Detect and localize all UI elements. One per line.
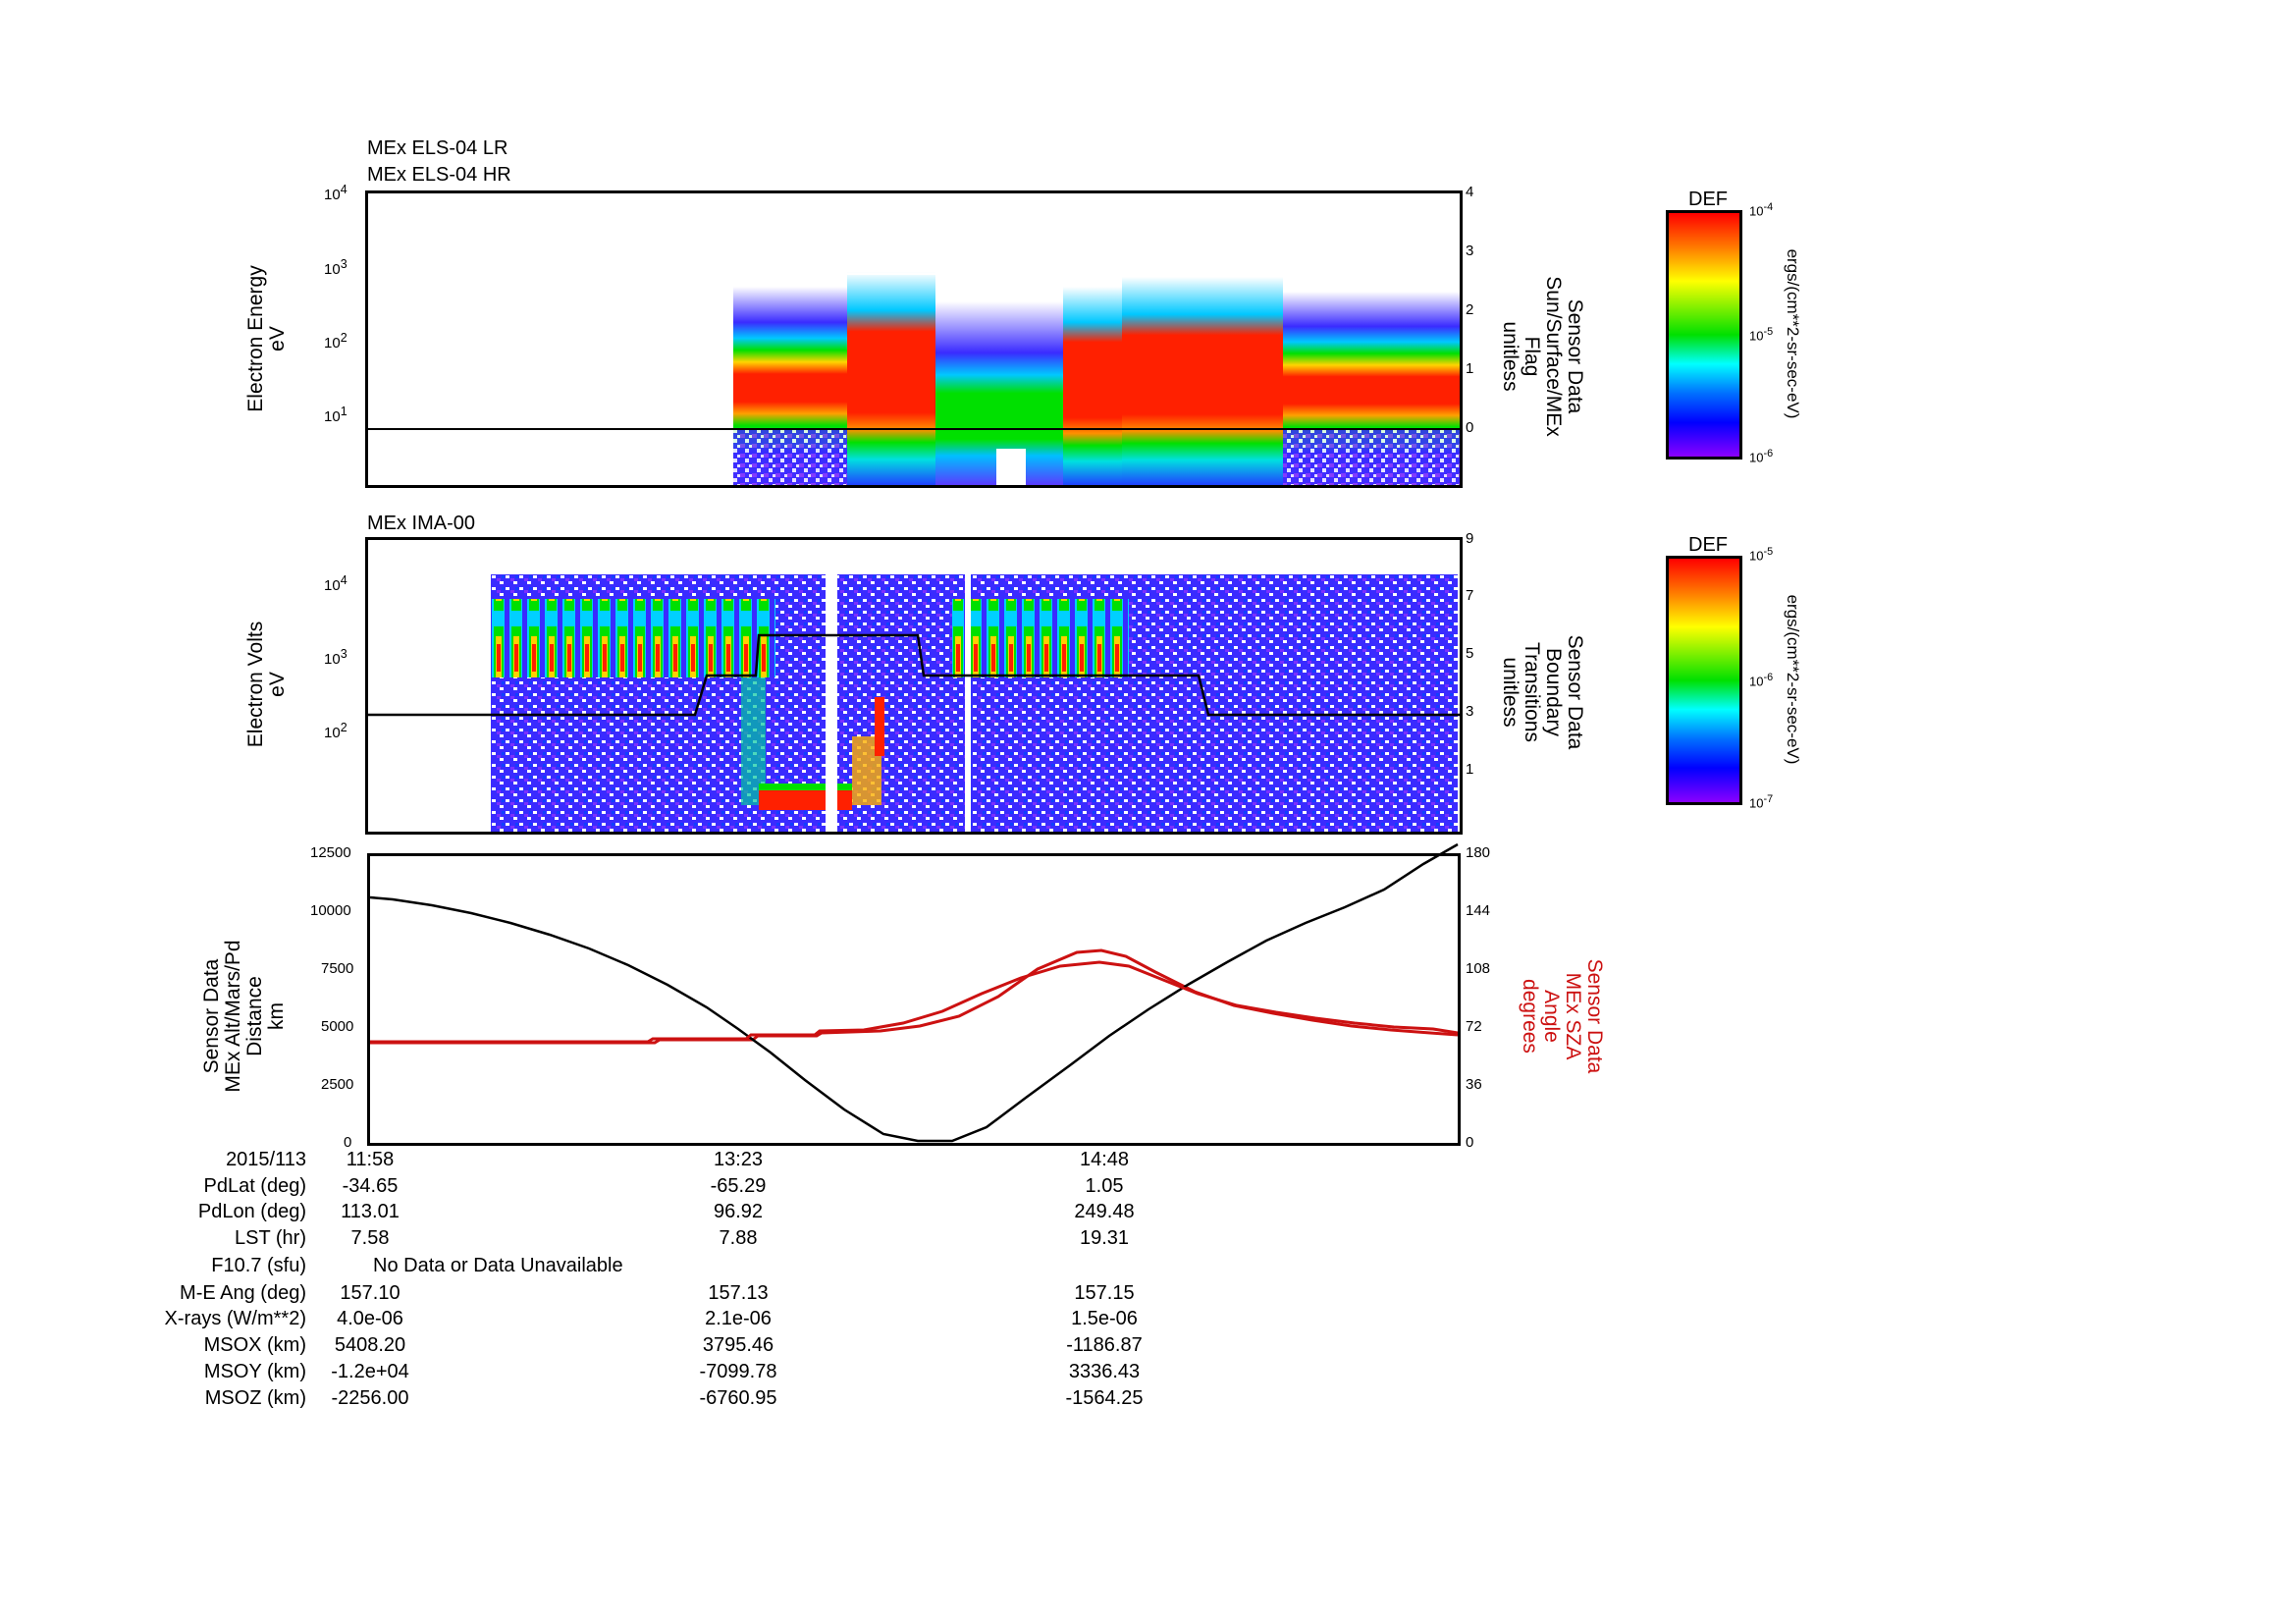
table-label: MSOX (km) bbox=[203, 1334, 306, 1356]
top-ytick-1e2: 102 bbox=[324, 331, 347, 352]
mid-y2tick: 3 bbox=[1466, 703, 1474, 720]
table-label: 2015/113 bbox=[226, 1149, 306, 1170]
table-cell: 1.5e-06 bbox=[1071, 1308, 1138, 1329]
table-label: PdLon (deg) bbox=[197, 1201, 306, 1222]
table-cell: 2.1e-06 bbox=[705, 1308, 772, 1329]
table-cell: 157.15 bbox=[1074, 1282, 1135, 1304]
bot-ytick: 0 bbox=[344, 1134, 352, 1151]
cb2-tick-bot: 10-7 bbox=[1749, 793, 1774, 811]
mid-y2tick: 5 bbox=[1466, 645, 1474, 662]
top-panel-title-lr: MEx ELS-04 LR bbox=[367, 137, 508, 159]
bot-y2tick: 72 bbox=[1466, 1018, 1482, 1035]
table-cell-no-data: No Data or Data Unavailable bbox=[373, 1255, 623, 1276]
mid-ylabel: Electron Volts eV bbox=[244, 621, 289, 748]
mid-y2tick: 7 bbox=[1466, 587, 1474, 604]
table-cell: -7099.78 bbox=[699, 1361, 777, 1382]
top-y2tick: 3 bbox=[1466, 243, 1474, 259]
colorbar-mid-units: ergs/(cm**2-sr-sec-eV) bbox=[1784, 594, 1802, 765]
table-label: MSOZ (km) bbox=[204, 1387, 306, 1409]
bot-ytick: 7500 bbox=[321, 960, 354, 977]
table-cell: 19.31 bbox=[1079, 1227, 1130, 1249]
top-ytick-1e3: 103 bbox=[324, 257, 347, 278]
top-y2tick: 0 bbox=[1466, 419, 1474, 436]
table-cell: 4.0e-06 bbox=[337, 1308, 403, 1329]
table-label: F10.7 (sfu) bbox=[211, 1255, 306, 1276]
mid-y2label: Sensor Data Boundary Transitions unitless bbox=[1499, 634, 1586, 750]
table-cell: 3336.43 bbox=[1068, 1361, 1141, 1382]
table-cell: -1.2e+04 bbox=[331, 1361, 409, 1382]
table-cell: -1564.25 bbox=[1065, 1387, 1144, 1409]
altitude-line bbox=[370, 885, 1458, 1137]
bot-y2tick: 0 bbox=[1466, 1134, 1474, 1151]
colorbar-mid bbox=[1666, 556, 1742, 805]
table-cell: 7.58 bbox=[350, 1227, 390, 1249]
mid-ytick-1e4: 104 bbox=[324, 573, 347, 594]
bot-ytick: 12500 bbox=[310, 844, 351, 861]
table-label: MSOY (km) bbox=[203, 1361, 306, 1382]
middle-spectrogram bbox=[368, 574, 1460, 832]
top-y2tick: 2 bbox=[1466, 301, 1474, 318]
cb1-tick-mid: 10-5 bbox=[1749, 326, 1774, 344]
middle-spectrogram-frame bbox=[365, 537, 1463, 835]
top-spectrogram bbox=[368, 272, 1460, 485]
line-chart bbox=[370, 880, 1458, 1137]
table-cell: 113.01 bbox=[341, 1201, 400, 1222]
bot-y2tick: 108 bbox=[1466, 960, 1491, 977]
mid-ytick-1e2: 102 bbox=[324, 721, 347, 741]
table-cell: 96.92 bbox=[713, 1201, 764, 1222]
table-cell: 157.10 bbox=[340, 1282, 400, 1304]
table-cell: 11:58 bbox=[346, 1149, 395, 1170]
table-cell: 157.13 bbox=[708, 1282, 769, 1304]
table-label: M-E Ang (deg) bbox=[180, 1282, 306, 1304]
bot-ytick: 5000 bbox=[321, 1018, 354, 1035]
top-spectrogram-frame bbox=[365, 190, 1463, 488]
altitude-line-visible bbox=[370, 880, 1458, 1137]
mid-y2tick: 1 bbox=[1466, 761, 1474, 778]
table-cell: -34.65 bbox=[342, 1175, 399, 1197]
table-cell: 5408.20 bbox=[334, 1334, 406, 1356]
colorbar-top-units: ergs/(cm**2-sr-sec-eV) bbox=[1784, 248, 1802, 419]
table-cell: -1186.87 bbox=[1066, 1334, 1143, 1356]
cb1-tick-top: 10-4 bbox=[1749, 201, 1774, 219]
cb2-tick-top: 10-5 bbox=[1749, 546, 1774, 564]
table-label: LST (hr) bbox=[235, 1227, 306, 1249]
cb1-tick-bot: 10-6 bbox=[1749, 448, 1774, 465]
middle-panel-title: MEx IMA-00 bbox=[367, 513, 476, 534]
table-cell: 1.05 bbox=[1085, 1175, 1124, 1197]
boundary-transitions-line bbox=[368, 633, 1460, 717]
top-ytick-1e4: 104 bbox=[324, 183, 347, 203]
table-label: X-rays (W/m**2) bbox=[164, 1308, 306, 1329]
table-cell: 3795.46 bbox=[702, 1334, 774, 1356]
colorbar-top-label: DEF bbox=[1688, 189, 1728, 210]
bot-ytick: 10000 bbox=[310, 902, 351, 919]
bot-y2tick: 180 bbox=[1466, 844, 1491, 861]
table-label: PdLat (deg) bbox=[203, 1175, 306, 1197]
mid-ytick-1e3: 103 bbox=[324, 647, 347, 668]
bot-ylabel: Sensor Data MEx Alt/Mars/Pd Distance km bbox=[200, 940, 288, 1093]
top-ytick-1e1: 101 bbox=[324, 405, 347, 425]
top-panel-title-hr: MEx ELS-04 HR bbox=[367, 164, 511, 186]
table-cell: 14:48 bbox=[1079, 1149, 1130, 1170]
table-cell: -6760.95 bbox=[699, 1387, 777, 1409]
table-cell: 13:23 bbox=[713, 1149, 764, 1170]
colorbar-top bbox=[1666, 210, 1742, 460]
table-cell: -2256.00 bbox=[331, 1387, 409, 1409]
cb2-tick-mid: 10-6 bbox=[1749, 672, 1774, 689]
colorbar-mid-label: DEF bbox=[1688, 534, 1728, 556]
top-y2label: Sensor Data Sun/Surface/MEx Flag unitless bbox=[1499, 276, 1586, 437]
table-cell: 7.88 bbox=[719, 1227, 758, 1249]
top-ylabel: Electron Energy eV bbox=[244, 265, 289, 412]
line-chart-frame bbox=[367, 853, 1461, 1146]
table-cell: -65.29 bbox=[710, 1175, 767, 1197]
mid-y2tick: 9 bbox=[1466, 530, 1474, 547]
table-cell: 249.48 bbox=[1074, 1201, 1135, 1222]
top-y2tick: 1 bbox=[1466, 360, 1474, 377]
bot-y2tick: 144 bbox=[1466, 902, 1491, 919]
top-y2tick: 4 bbox=[1466, 184, 1474, 200]
bot-ytick: 2500 bbox=[321, 1076, 354, 1093]
bot-y2label: Sensor Data MEx SZA Angle degrees bbox=[1519, 958, 1606, 1074]
sza-line bbox=[370, 948, 1458, 1045]
bot-y2tick: 36 bbox=[1466, 1076, 1482, 1093]
